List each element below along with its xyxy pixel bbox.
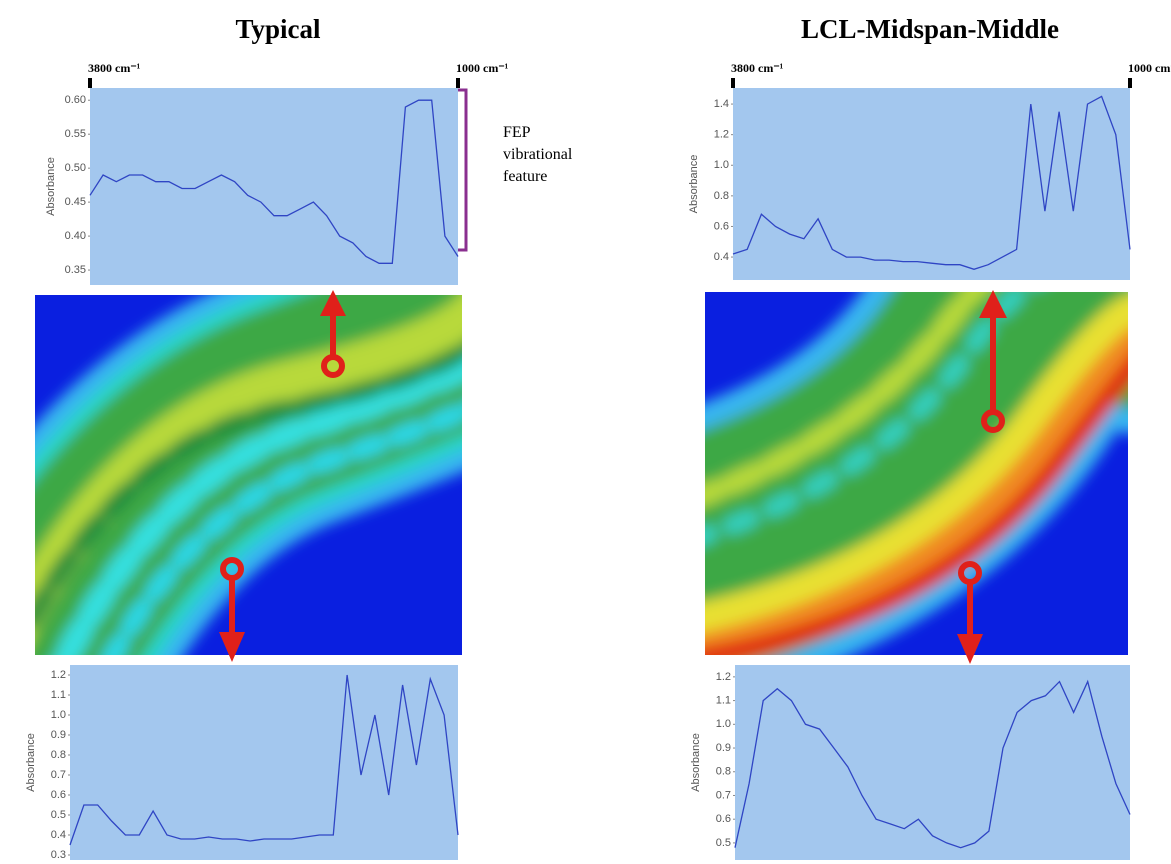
arrows	[220, 310, 1005, 642]
line	[734, 679, 1131, 849]
chart-title: Typical	[235, 14, 321, 44]
y-tick-label: 1.0	[51, 709, 66, 721]
y-tick-label: 0.45	[65, 196, 86, 208]
line	[69, 674, 459, 846]
y-tick-label: 0.8	[51, 749, 66, 761]
y-tick-label: 0.8	[716, 766, 731, 778]
line	[732, 95, 1131, 270]
y-axis-label: Absorbance	[690, 733, 702, 792]
y-tick-label: 0.4	[714, 251, 729, 263]
x-tick-label: 1000 cm⁻¹	[456, 61, 509, 75]
heatmap	[35, 295, 462, 655]
y-tick-label: 1.0	[714, 159, 729, 171]
y-tick-label: 0.9	[716, 742, 731, 754]
y-tick-label: 1.1	[716, 694, 731, 706]
chart-title: LCL-Midspan-Middle	[801, 14, 1059, 44]
x-tick	[731, 78, 735, 88]
y-tick-label: 0.3	[51, 849, 66, 861]
y-tick-label: 0.6	[716, 813, 731, 825]
annotation: FEP vibrational feature	[503, 124, 573, 185]
y-axis-label: Absorbance	[688, 155, 700, 214]
plot-area	[90, 88, 458, 285]
y-tick-label: 0.5	[716, 837, 731, 849]
x-tick-label: 3800 cm⁻¹	[88, 61, 141, 75]
y-tick-label: 0.55	[65, 128, 86, 140]
y-tick-label: 0.60	[65, 94, 86, 106]
y-tick-label: 0.40	[65, 230, 86, 242]
y-tick-label: 1.2	[714, 129, 729, 141]
arrowheads	[219, 290, 1007, 664]
x-tick-label: 1000 cm⁻¹	[1128, 61, 1171, 75]
y-tick-label: 0.7	[716, 789, 731, 801]
y-tick-label: 0.4	[51, 829, 66, 841]
y-tick-label: 1.1	[51, 689, 66, 701]
y-tick-label: 1.4	[714, 98, 729, 110]
line	[89, 99, 459, 264]
y-axis-label: Absorbance	[25, 733, 37, 792]
y-tick-label: 1.0	[716, 718, 731, 730]
y-tick-label: 0.35	[65, 264, 86, 276]
y-tick-label: 1.2	[51, 669, 66, 681]
heatmap	[705, 292, 1128, 655]
plot-area	[733, 88, 1130, 280]
y-tick-label: 0.7	[51, 769, 66, 781]
y-tick-label: 0.9	[51, 729, 66, 741]
plot-area	[70, 665, 458, 860]
x-tick	[456, 78, 460, 88]
y-tick-label: 0.8	[714, 190, 729, 202]
y-tick-label: 0.50	[65, 162, 86, 174]
y-tick-label: 0.6	[51, 789, 66, 801]
y-tick-label: 1.2	[716, 671, 731, 683]
x-tick-label: 3800 cm⁻¹	[731, 61, 784, 75]
y-tick-label: 0.6	[714, 220, 729, 232]
x-tick	[88, 78, 92, 88]
x-tick	[1128, 78, 1132, 88]
plot-area	[735, 665, 1130, 860]
y-axis-label: Absorbance	[45, 157, 57, 216]
y-tick-label: 0.5	[51, 809, 66, 821]
